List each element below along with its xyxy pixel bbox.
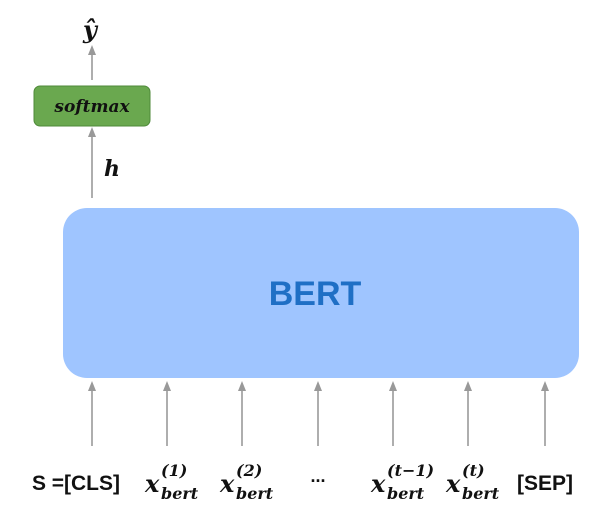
input-token: [SEP]	[517, 472, 573, 495]
token-subscript: bert	[387, 484, 425, 503]
token-superscript: (2)	[236, 461, 262, 480]
input-token-xbert: x (t) bert	[445, 461, 500, 503]
token-subscript: bert	[161, 484, 199, 503]
sequence-prefix: S =	[32, 472, 64, 495]
input-arrows	[88, 381, 549, 446]
token-base: x	[219, 469, 235, 498]
token-base: x	[445, 469, 461, 498]
input-token-xbert: x (2) bert	[219, 461, 274, 503]
hidden-label: h	[104, 156, 120, 182]
token-base: x	[370, 469, 386, 498]
token-superscript: (t)	[462, 461, 485, 480]
input-token: [CLS]	[64, 472, 120, 495]
token-subscript: bert	[462, 484, 500, 503]
bert-block	[63, 208, 579, 378]
token-superscript: (t−1)	[387, 461, 434, 480]
bert-label: BERT	[269, 275, 362, 313]
token-base: x	[144, 469, 160, 498]
softmax-box	[33, 85, 151, 127]
output-label: ŷ	[82, 15, 99, 44]
input-token: ...	[310, 466, 325, 486]
input-tokens: [CLS] x (1)bert x (2)bert... x (t−1)bert x (t)be…	[64, 461, 573, 503]
input-token-xbert: x (t−1) bert	[370, 461, 434, 503]
token-subscript: bert	[236, 484, 274, 503]
token-superscript: (1)	[161, 461, 187, 480]
input-token-xbert: x (1) bert	[144, 461, 199, 503]
softmax-label: softmax	[53, 97, 130, 117]
